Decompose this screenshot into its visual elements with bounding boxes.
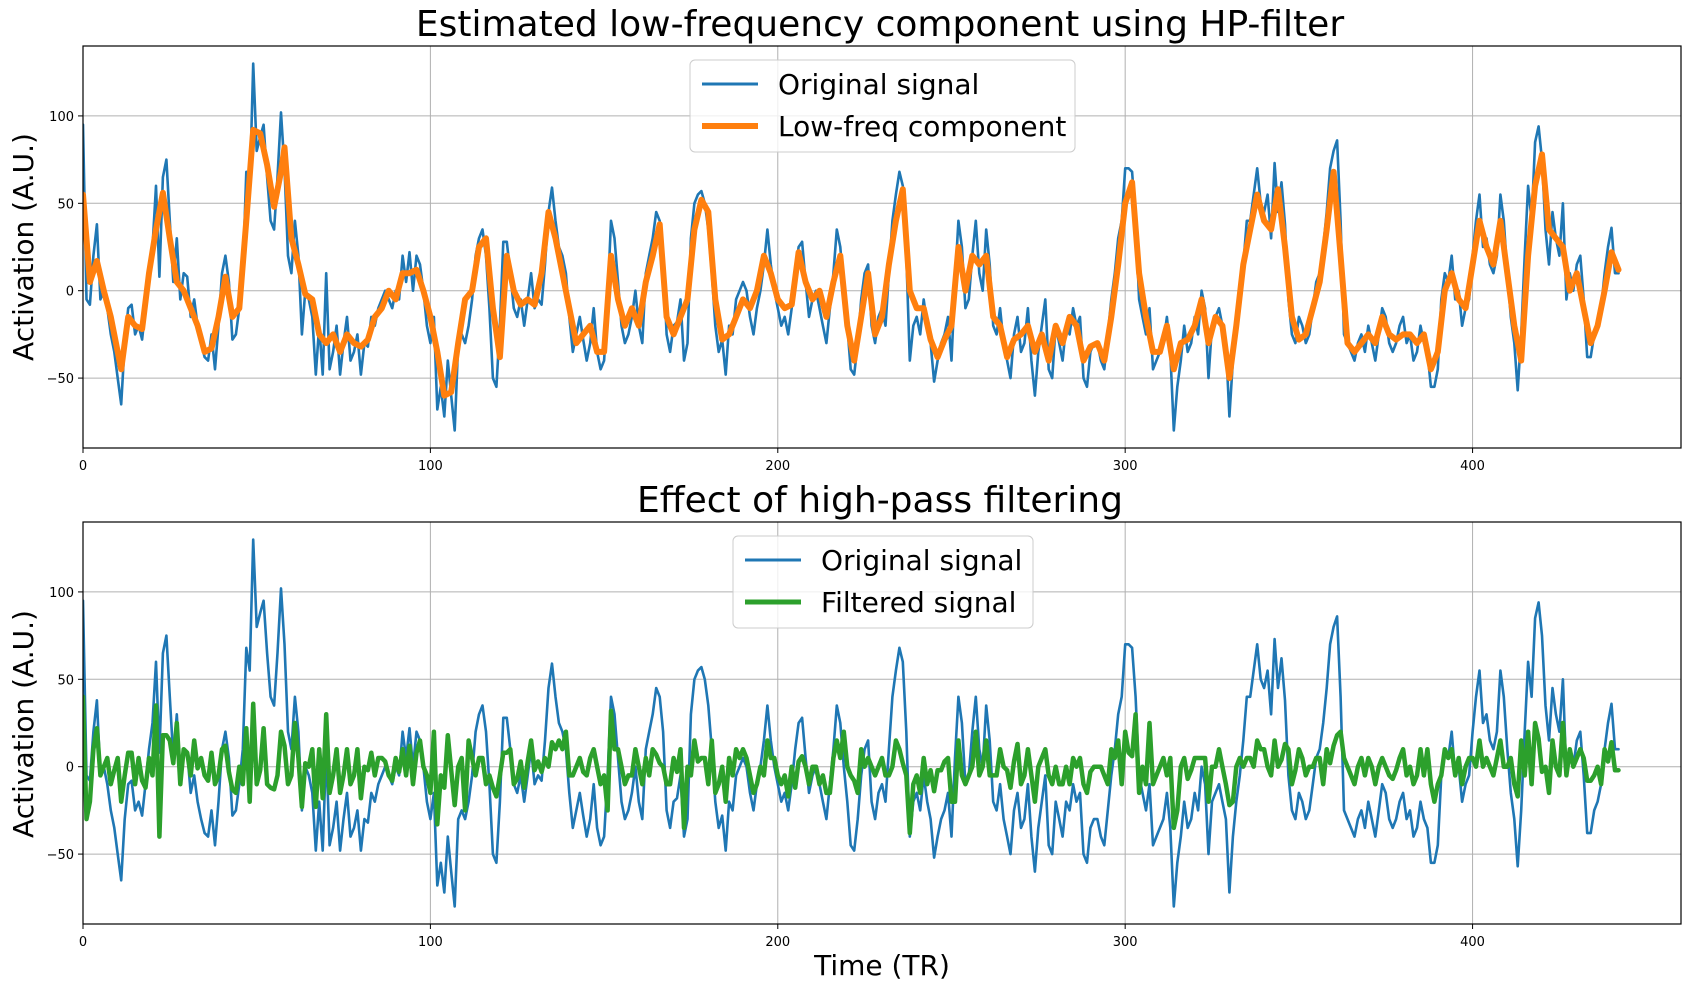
y-tick-label: 50	[57, 197, 74, 212]
y-tick-label: 100	[49, 586, 74, 601]
x-tick-label: 0	[79, 935, 87, 950]
chart-title: Effect of high-pass filtering	[637, 480, 1123, 521]
legend-entry: Filtered signal	[821, 586, 1016, 619]
series-lines	[83, 538, 1621, 908]
chart-panel-top: Estimated low-frequency component using …	[7, 4, 1682, 474]
tick-labels: 0 100 200 300 400 −50 0 50 100	[47, 586, 1485, 950]
x-tick-label: 100	[418, 935, 443, 950]
legend-entry: Original signal	[778, 68, 979, 101]
y-tick-label: −50	[47, 372, 74, 387]
legend-box	[732, 535, 1034, 629]
x-tick-label: 0	[79, 459, 87, 474]
y-tick-label: 50	[57, 673, 74, 688]
y-axis-label: Activation (A.U.)	[7, 610, 40, 838]
plot-area-frame	[82, 45, 1682, 449]
y-axis-label: Activation (A.U.)	[7, 133, 40, 361]
legend-box	[689, 59, 1076, 153]
legend-entry: Low-freq component	[778, 110, 1066, 143]
series-lines	[83, 62, 1622, 432]
series-line-2	[83, 694, 1621, 839]
y-tick-label: 0	[66, 285, 74, 300]
series-line-1	[83, 538, 1620, 908]
tick-labels: 0 100 200 300 400 −50 0 50 100	[47, 110, 1485, 474]
chart-panel-bottom: Effect of high-pass filtering Activation…	[7, 480, 1682, 982]
y-tick-label: 0	[66, 761, 74, 776]
x-tick-label: 200	[765, 935, 790, 950]
x-axis-label: Time (TR)	[813, 949, 950, 982]
x-tick-label: 300	[1113, 459, 1138, 474]
x-tick-label: 400	[1460, 459, 1485, 474]
series-line-2	[83, 126, 1622, 399]
y-tick-label: 100	[49, 110, 74, 125]
plot-area-frame	[82, 521, 1682, 925]
y-tick-label: −50	[47, 848, 74, 863]
x-tick-label: 200	[765, 459, 790, 474]
legend: Original signal Low-freq component	[689, 59, 1076, 153]
x-tick-label: 100	[418, 459, 443, 474]
chart-title: Estimated low-frequency component using …	[416, 4, 1344, 45]
x-tick-label: 400	[1460, 935, 1485, 950]
x-tick-label: 300	[1113, 935, 1138, 950]
legend-entry: Original signal	[821, 544, 1022, 577]
legend: Original signal Filtered signal	[732, 535, 1034, 629]
